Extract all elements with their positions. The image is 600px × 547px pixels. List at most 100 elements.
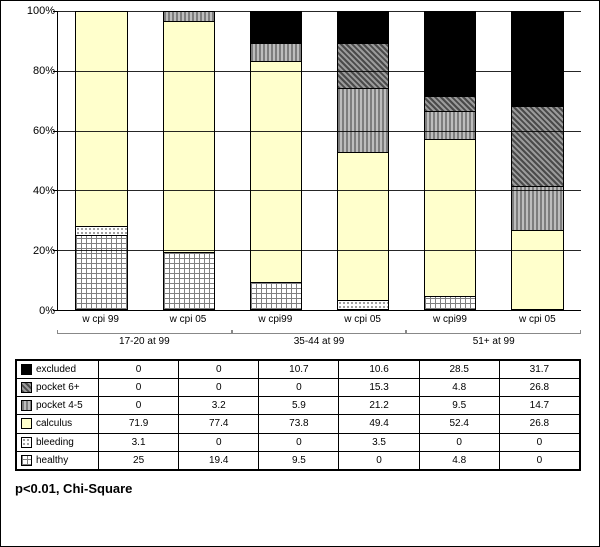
data-cell: 21.2 [339, 397, 419, 415]
data-cell: 0 [419, 433, 499, 451]
legend-swatch [21, 455, 32, 466]
legend-label: pocket 6+ [36, 382, 80, 393]
legend-label: healthy [36, 455, 68, 466]
y-tick-label: 40% [33, 185, 55, 197]
legend-cell: bleeding [17, 433, 99, 451]
x-group-label: 35-44 at 99 [232, 333, 407, 355]
stacked-bar [163, 11, 215, 310]
data-cell: 4.8 [419, 451, 499, 469]
data-cell: 5.9 [259, 397, 339, 415]
data-cell: 0 [179, 433, 259, 451]
bar-segment-excluded [250, 11, 302, 43]
bar-segment-bleeding [337, 300, 389, 310]
data-cell: 26.8 [499, 415, 579, 433]
data-cell: 9.5 [419, 397, 499, 415]
table-row: healthy2519.49.504.80 [17, 451, 580, 469]
bar-segment-pocket45 [337, 88, 389, 151]
stacked-bar [511, 11, 563, 310]
legend-label: excluded [36, 364, 76, 375]
bar-segment-calculus [75, 11, 127, 226]
data-cell: 10.6 [339, 361, 419, 379]
bar-segment-calculus [163, 21, 215, 252]
data-cell: 14.7 [499, 397, 579, 415]
data-cell: 0 [499, 451, 579, 469]
legend-cell: calculus [17, 415, 99, 433]
bar-slot [494, 11, 581, 310]
data-cell: 0 [339, 451, 419, 469]
x-bar-label: w cpi 05 [144, 311, 231, 333]
data-cell: 0 [499, 433, 579, 451]
table-row: excluded0010.710.628.531.7 [17, 361, 580, 379]
data-cell: 0 [179, 361, 259, 379]
stacked-bar [424, 11, 476, 310]
figure-container: 0%20%40%60%80%100% w cpi 99w cpi 05w cpi… [0, 0, 600, 547]
bar-segment-pocket6 [337, 43, 389, 89]
data-cell: 52.4 [419, 415, 499, 433]
bar-segment-pocket6 [424, 96, 476, 110]
y-tick-label: 80% [33, 65, 55, 77]
data-cell: 28.5 [419, 361, 499, 379]
x-bar-label: w cpi 99 [57, 311, 144, 333]
bar-segment-bleeding [75, 226, 127, 235]
table-row: pocket 6+00015.34.826.8 [17, 379, 580, 397]
stacked-bar [250, 11, 302, 310]
chart-area: 0%20%40%60%80%100% [15, 11, 581, 311]
bar-slot [232, 11, 319, 310]
stacked-bar [337, 11, 389, 310]
data-cell: 0 [99, 361, 179, 379]
table-row: pocket 4-5 03.25.921.29.514.7 [17, 397, 580, 415]
data-cell: 10.7 [259, 361, 339, 379]
data-cell: 0 [99, 379, 179, 397]
y-tick-label: 0% [39, 305, 55, 317]
bar-slot [407, 11, 494, 310]
y-axis: 0%20%40%60%80%100% [15, 11, 57, 311]
y-tick-label: 100% [27, 5, 55, 17]
x-bar-label: w cpi 05 [319, 311, 406, 333]
table-row: calculus 71.977.473.849.452.426.8 [17, 415, 580, 433]
data-cell: 71.9 [99, 415, 179, 433]
legend-swatch [21, 382, 32, 393]
legend-swatch [21, 364, 32, 375]
bar-segment-healthy [163, 252, 215, 310]
data-cell: 3.2 [179, 397, 259, 415]
x-bar-label: w cpi99 [232, 311, 319, 333]
bar-segment-excluded [424, 11, 476, 96]
bar-segment-excluded [511, 11, 563, 106]
x-group-label: 17-20 at 99 [57, 333, 232, 355]
data-cell: 15.3 [339, 379, 419, 397]
data-cell: 73.8 [259, 415, 339, 433]
bar-slot [58, 11, 145, 310]
data-table: excluded0010.710.628.531.7pocket 6+00015… [15, 359, 581, 471]
data-cell: 26.8 [499, 379, 579, 397]
legend-label: pocket 4-5 [36, 400, 83, 411]
table-row: bleeding3.1003.500 [17, 433, 580, 451]
x-axis-bar-labels: w cpi 99w cpi 05w cpi99w cpi 05w cpi99w … [57, 311, 581, 333]
x-group-label: 51+ at 99 [406, 333, 581, 355]
bar-segment-healthy [424, 296, 476, 310]
data-cell: 77.4 [179, 415, 259, 433]
bar-segment-healthy [75, 235, 127, 310]
data-cell: 25 [99, 451, 179, 469]
bar-segment-pocket45 [511, 186, 563, 230]
data-cell: 4.8 [419, 379, 499, 397]
legend-cell: pocket 6+ [17, 379, 99, 397]
data-cell: 0 [179, 379, 259, 397]
data-cell: 9.5 [259, 451, 339, 469]
legend-swatch [21, 418, 32, 429]
bar-segment-pocket6 [511, 106, 563, 186]
caption: p<0.01, Chi-Square [15, 481, 581, 496]
bar-segment-calculus [511, 230, 563, 310]
legend-cell: excluded [17, 361, 99, 379]
y-tick-label: 20% [33, 245, 55, 257]
stacked-bar [75, 11, 127, 310]
y-tick-label: 60% [33, 125, 55, 137]
data-cell: 19.4 [179, 451, 259, 469]
legend-cell: healthy [17, 451, 99, 469]
bar-segment-calculus [424, 139, 476, 296]
data-cell: 3.1 [99, 433, 179, 451]
data-cell: 0 [99, 397, 179, 415]
data-cell: 49.4 [339, 415, 419, 433]
legend-label: calculus [36, 419, 72, 430]
x-bar-label: w cpi99 [406, 311, 493, 333]
bar-segment-excluded [337, 11, 389, 43]
